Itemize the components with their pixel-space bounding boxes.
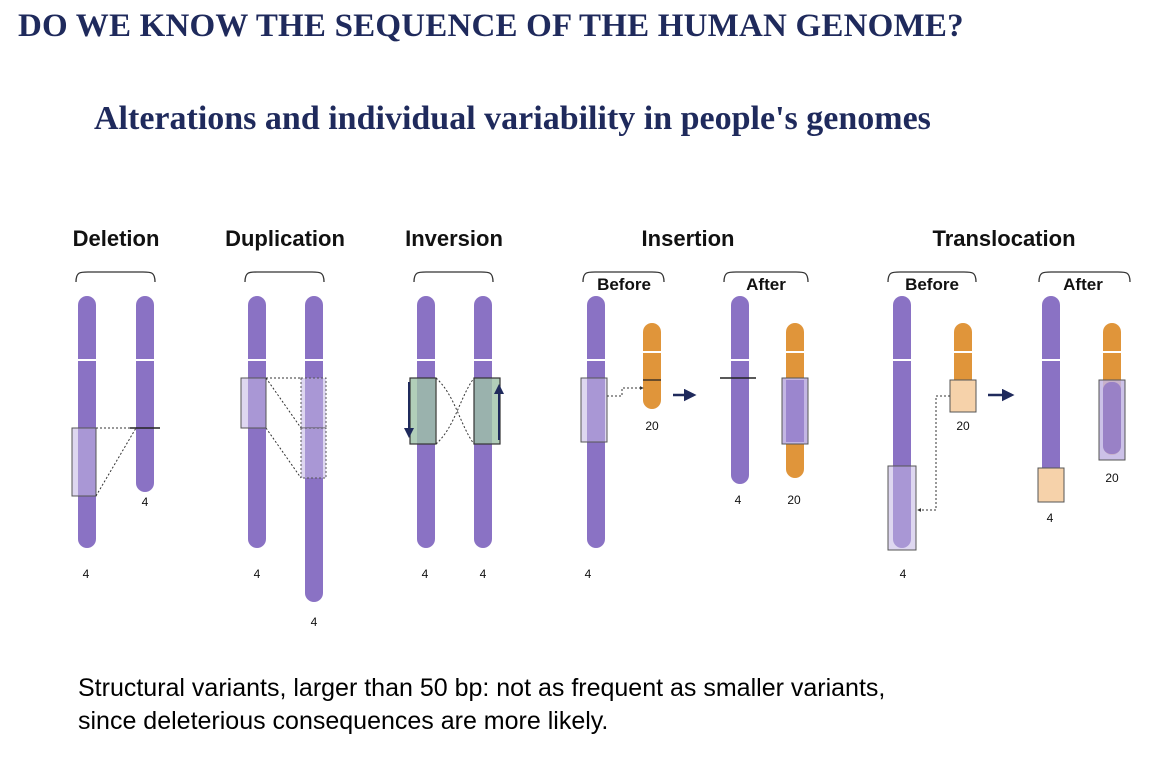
- chromosome-4-normal: [78, 296, 96, 548]
- chromosome-4-after: [1042, 296, 1060, 498]
- source-segment-box: [240, 377, 267, 429]
- deleted-segment-box: [71, 427, 97, 497]
- translocation-before-label: Before: [905, 275, 959, 294]
- chromosome-4-after: [731, 296, 749, 484]
- duplicated-segment-a: [300, 377, 327, 429]
- translocation-after-chromosome-a-number: 4: [1047, 511, 1054, 525]
- received-segment-box-4: [1037, 467, 1065, 503]
- insertion-after-label: After: [746, 275, 786, 294]
- deletion-chromosome-a-number: 4: [83, 567, 90, 581]
- translocation-group: 4 20 4 20: [887, 296, 1126, 581]
- insertion-group: 4 20 4 20: [580, 296, 809, 581]
- translocation-before-chromosome-a-number: 4: [900, 567, 907, 581]
- insertion-before-chromosome-a-number: 4: [585, 567, 592, 581]
- translocation-after-label: After: [1063, 275, 1103, 294]
- duplication-chromosome-a-number: 4: [254, 567, 261, 581]
- page-title: DO WE KNOW THE SEQUENCE OF THE HUMAN GEN…: [18, 8, 964, 44]
- header-deletion: Deletion: [73, 226, 160, 251]
- inversion-segment-original: [409, 377, 437, 445]
- inversion-group: 4 4: [404, 296, 504, 581]
- structural-variants-diagram: Deletion Duplication Inversion Insertion…: [71, 226, 1131, 629]
- inversion-segment-inverted: [473, 377, 501, 445]
- translocation-before-chromosome-b-number: 20: [956, 419, 970, 433]
- page-subtitle: Alterations and individual variability i…: [94, 100, 931, 137]
- duplicated-segment-b: [300, 427, 327, 479]
- inversion-chromosome-a-number: 4: [422, 567, 429, 581]
- header-translocation: Translocation: [932, 226, 1075, 251]
- header-insertion: Insertion: [642, 226, 735, 251]
- duplication-chromosome-b-number: 4: [311, 615, 318, 629]
- insertion-after-chromosome-a-number: 4: [735, 493, 742, 507]
- caption-line-2: since deleterious consequences are more …: [78, 707, 609, 735]
- header-inversion: Inversion: [405, 226, 503, 251]
- insertion-before-chromosome-b-number: 20: [645, 419, 659, 433]
- duplication-group: 4 4: [240, 296, 327, 629]
- translocated-segment-box-4: [887, 465, 917, 551]
- group-brackets: [75, 271, 1131, 283]
- insertion-after-chromosome-b-number: 20: [787, 493, 801, 507]
- caption-line-1: Structural variants, larger than 50 bp: …: [78, 674, 886, 702]
- insertion-before-label: Before: [597, 275, 651, 294]
- chromosome-4-deleted: [136, 296, 154, 492]
- chromosome-20-before: [643, 323, 661, 409]
- deletion-group: 4 4: [71, 296, 160, 581]
- deletion-chromosome-b-number: 4: [142, 495, 149, 509]
- inversion-chromosome-b-number: 4: [480, 567, 487, 581]
- header-duplication: Duplication: [225, 226, 345, 251]
- translocated-segment-box-20: [949, 379, 977, 413]
- translocation-after-chromosome-b-number: 20: [1105, 471, 1119, 485]
- caption: Structural variants, larger than 50 bp: …: [78, 672, 1138, 738]
- insertion-source-box: [580, 377, 608, 443]
